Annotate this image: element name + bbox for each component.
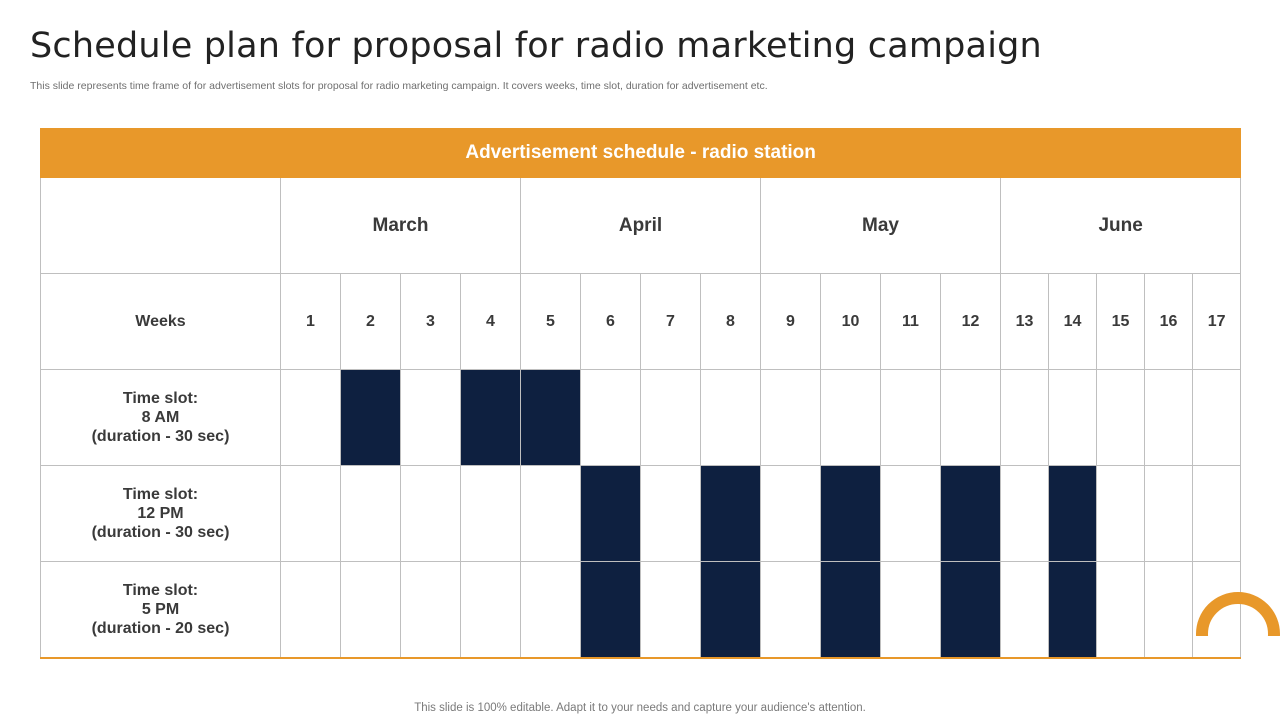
slot-label: Time slot: 5 PM (duration - 20 sec): [40, 561, 281, 659]
schedule-cell-empty: [640, 369, 701, 466]
schedule-cell-empty: [640, 561, 701, 659]
schedule-cell-filled: [340, 369, 401, 466]
schedule-cell-filled: [700, 465, 761, 562]
schedule-cell-filled: [520, 369, 581, 466]
schedule-cell-empty: [280, 465, 341, 562]
schedule-cell-empty: [640, 465, 701, 562]
page-title: Schedule plan for proposal for radio mar…: [30, 26, 1042, 66]
week-cell: 2: [340, 273, 401, 370]
schedule-cell-filled: [940, 465, 1001, 562]
schedule-cell-filled: [820, 561, 881, 659]
week-cell: 7: [640, 273, 701, 370]
schedule-cell-empty: [1048, 369, 1097, 466]
schedule-cell-empty: [520, 561, 581, 659]
slot-label: Time slot: 8 AM (duration - 30 sec): [40, 369, 281, 466]
slot-duration: (duration - 30 sec): [91, 428, 230, 445]
week-cell: 5: [520, 273, 581, 370]
schedule-cell-empty: [280, 369, 341, 466]
schedule-cell-empty: [520, 465, 581, 562]
schedule-cell-empty: [400, 369, 461, 466]
schedule-table: Advertisement schedule - radio station M…: [39, 128, 1242, 659]
week-cell: 8: [700, 273, 761, 370]
month-row: March April May June: [40, 177, 1242, 274]
slot-row: Time slot: 8 AM (duration - 30 sec): [40, 369, 1242, 466]
schedule-cell-empty: [460, 465, 521, 562]
schedule-cell-empty: [1000, 561, 1049, 659]
schedule-cell-empty: [1191, 369, 1242, 466]
slot-duration: (duration - 30 sec): [91, 524, 230, 541]
page-subtitle: This slide represents time frame of for …: [30, 80, 768, 92]
schedule-cell-empty: [460, 561, 521, 659]
month-corner-cell: [40, 177, 281, 274]
schedule-cell-empty: [580, 369, 641, 466]
slot-time: 5 PM: [141, 601, 180, 618]
week-cell: 9: [760, 273, 821, 370]
table-header-row: Advertisement schedule - radio station: [39, 128, 1242, 178]
schedule-cell-empty: [1000, 369, 1049, 466]
week-cell: 14: [1048, 273, 1097, 370]
schedule-cell-empty: [340, 465, 401, 562]
slot-label-line: Time slot:: [122, 390, 199, 407]
week-cell: 16: [1144, 273, 1193, 370]
week-cell: 10: [820, 273, 881, 370]
schedule-cell-empty: [1191, 465, 1242, 562]
schedule-cell-empty: [940, 369, 1001, 466]
schedule-cell-filled: [580, 561, 641, 659]
schedule-cell-empty: [340, 561, 401, 659]
week-cell: 12: [940, 273, 1001, 370]
schedule-cell-empty: [400, 561, 461, 659]
table-header: Advertisement schedule - radio station: [39, 128, 1242, 178]
slot-time: 8 AM: [141, 409, 180, 426]
weeks-row: Weeks 1 2 3 4 5 6 7 8 9 10 11 12 13 14 15 16 17: [40, 273, 1242, 370]
schedule-cell-empty: [700, 369, 761, 466]
week-cell: 1: [280, 273, 341, 370]
month-cell: March: [280, 177, 521, 274]
schedule-cell-empty: [880, 369, 941, 466]
schedule-cell-filled: [460, 369, 521, 466]
slot-label-line: Time slot:: [122, 486, 199, 503]
schedule-cell-empty: [880, 561, 941, 659]
schedule-cell-empty: [760, 561, 821, 659]
schedule-cell-empty: [280, 561, 341, 659]
schedule-cell-empty: [1000, 465, 1049, 562]
schedule-cell-empty: [820, 369, 881, 466]
schedule-cell-empty: [760, 465, 821, 562]
schedule-cell-filled: [1048, 561, 1097, 659]
month-cell: May: [760, 177, 1001, 274]
schedule-cell-filled: [820, 465, 881, 562]
schedule-cell-empty: [1144, 369, 1193, 466]
weeks-label: Weeks: [40, 273, 281, 370]
slot-label-line: Time slot:: [122, 582, 199, 599]
schedule-cell-filled: [580, 465, 641, 562]
schedule-cell-filled: [1048, 465, 1097, 562]
week-cell: 15: [1096, 273, 1145, 370]
schedule-cell-empty: [880, 465, 941, 562]
slot-time: 12 PM: [137, 505, 184, 522]
schedule-cell-empty: [1096, 561, 1145, 659]
schedule-cell-empty: [760, 369, 821, 466]
week-cell: 4: [460, 273, 521, 370]
week-cell: 3: [400, 273, 461, 370]
schedule-cell-empty: [1144, 561, 1193, 659]
week-cell: 11: [880, 273, 941, 370]
week-cell: 13: [1000, 273, 1049, 370]
slot-duration: (duration - 20 sec): [91, 620, 230, 637]
schedule-cell-filled: [700, 561, 761, 659]
slot-row: Time slot: 12 PM (duration - 30 sec): [40, 465, 1242, 562]
month-cell: June: [999, 177, 1242, 274]
schedule-cell-filled: [940, 561, 1001, 659]
slot-row: Time slot: 5 PM (duration - 20 sec): [40, 561, 1242, 659]
decorative-arc-icon: [1196, 592, 1280, 636]
schedule-cell-empty: [1144, 465, 1193, 562]
month-cell: April: [520, 177, 761, 274]
slot-label: Time slot: 12 PM (duration - 30 sec): [40, 465, 281, 562]
week-cell: 17: [1191, 273, 1242, 370]
schedule-cell-empty: [1096, 369, 1145, 466]
week-cell: 6: [580, 273, 641, 370]
schedule-cell-empty: [400, 465, 461, 562]
footer-note: This slide is 100% editable. Adapt it to…: [414, 702, 866, 714]
schedule-cell-empty: [1096, 465, 1145, 562]
